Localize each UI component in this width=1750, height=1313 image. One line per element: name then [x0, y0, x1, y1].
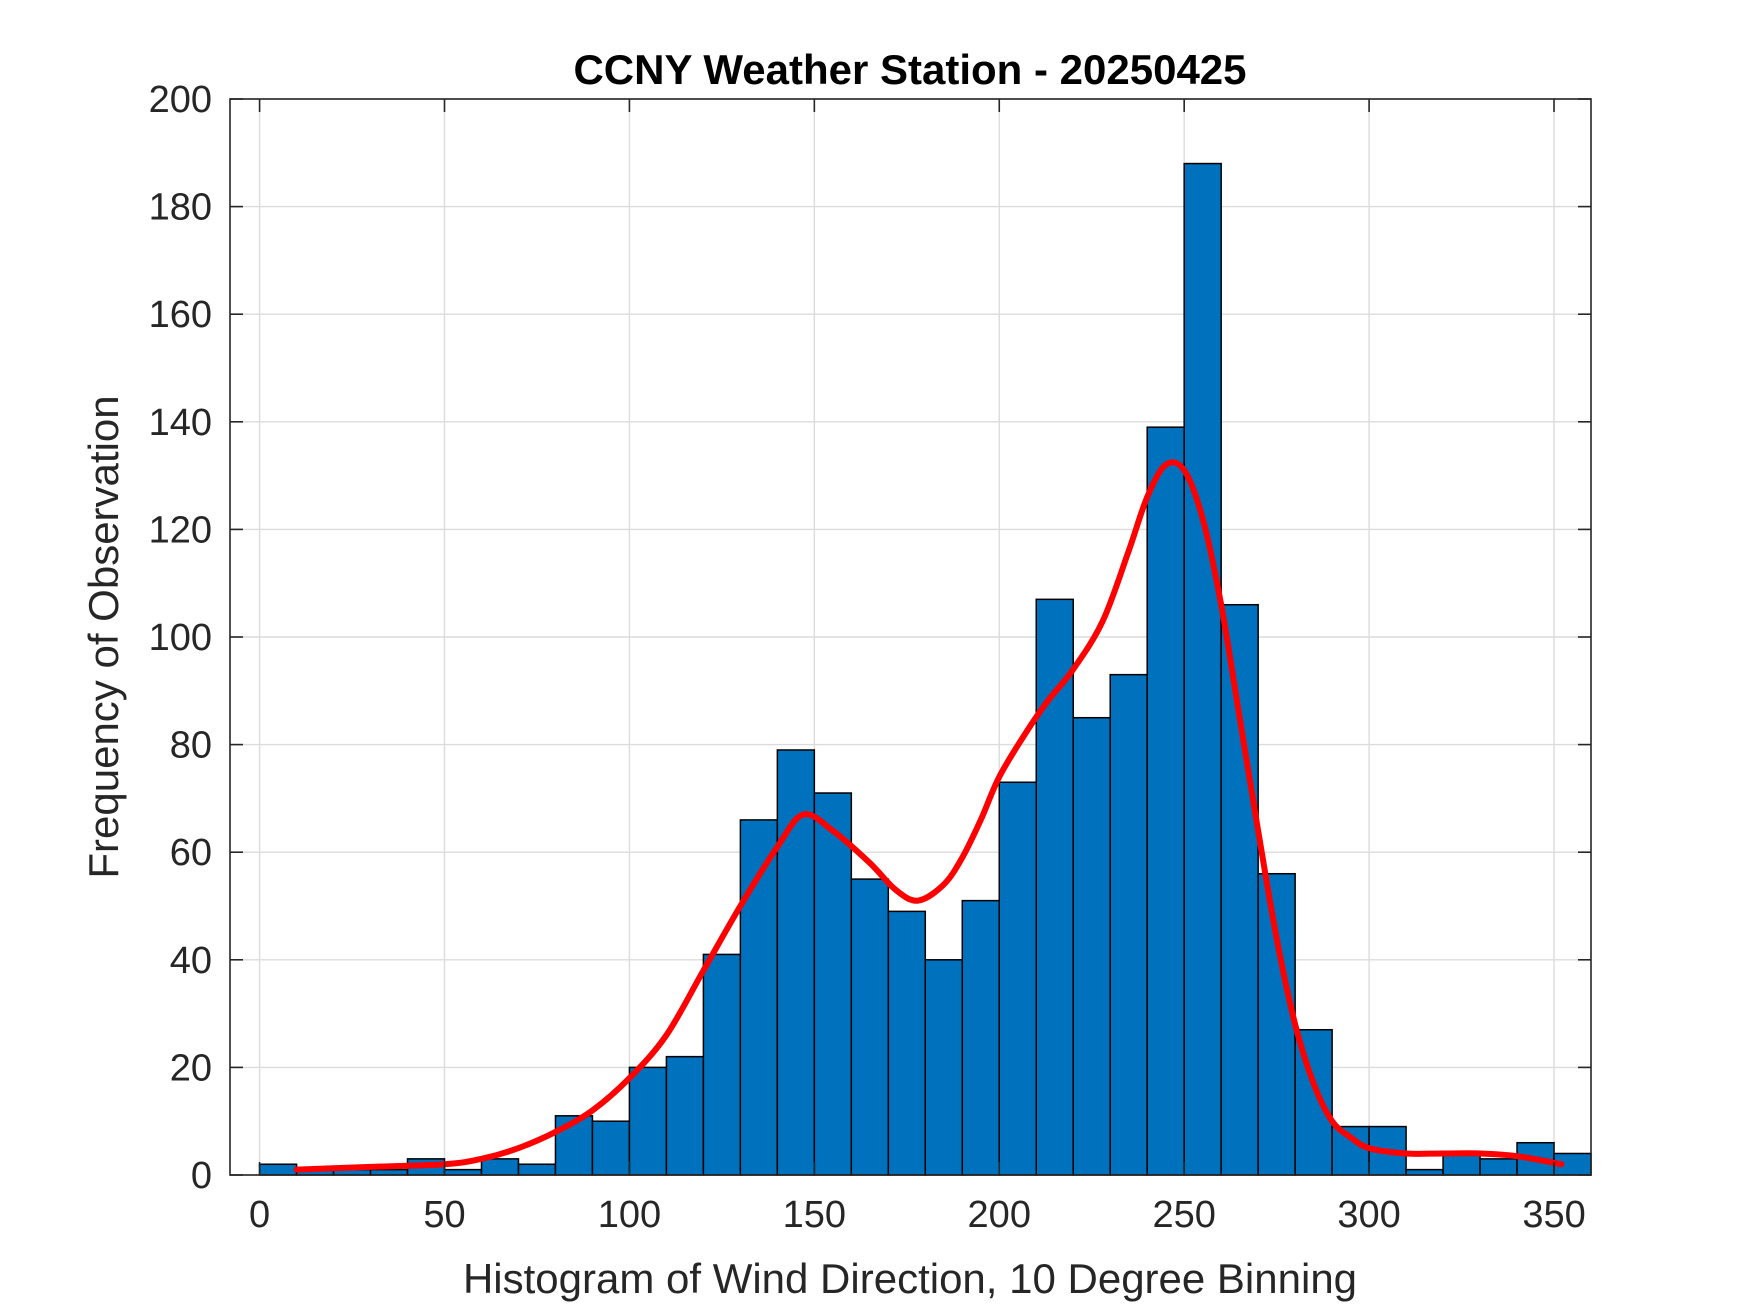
y-tick-label: 180	[149, 187, 212, 229]
y-tick-label: 0	[191, 1155, 212, 1197]
histogram-bar	[665, 1055, 705, 1176]
y-tick-label: 60	[170, 832, 212, 874]
y-tick-label: 80	[170, 725, 212, 767]
histogram-bar	[517, 1163, 557, 1176]
histogram-bar	[1035, 598, 1074, 1176]
x-tick-labels: 0 50 100 150 200 250 300 350	[249, 1194, 1586, 1236]
histogram-bar	[480, 1158, 520, 1176]
y-tick-label: 40	[170, 940, 212, 982]
y-tick-label: 100	[149, 617, 212, 659]
y-tick-label: 200	[149, 79, 212, 121]
histogram-bar	[1183, 162, 1222, 1176]
histogram-bar	[443, 1168, 483, 1176]
y-tick-label: 160	[149, 294, 212, 336]
histogram-bar	[591, 1120, 631, 1176]
density-fit	[293, 459, 1565, 1173]
x-tick-label: 50	[423, 1194, 465, 1236]
y-tick-label: 140	[149, 402, 212, 444]
x-tick-label: 200	[968, 1194, 1031, 1236]
histogram-bar	[702, 953, 742, 1176]
x-tick-label: 250	[1152, 1194, 1215, 1236]
histogram-bar	[258, 1163, 298, 1176]
histogram-bar	[1072, 716, 1111, 1176]
x-tick-label: 100	[598, 1194, 661, 1236]
histogram-bar	[369, 1168, 409, 1176]
x-tick-label: 350	[1522, 1194, 1585, 1236]
histogram-bar	[1220, 603, 1259, 1176]
histogram-bar	[628, 1066, 668, 1176]
histogram-bar	[1405, 1168, 1444, 1176]
x-axis-label: Histogram of Wind Direction, 10 Degree B…	[463, 1255, 1357, 1302]
y-tick-label: 20	[170, 1047, 212, 1089]
histogram-bar	[887, 910, 927, 1176]
histogram-bar	[1442, 1152, 1481, 1176]
histogram-bar	[1257, 872, 1296, 1176]
x-tick-label: 0	[249, 1194, 270, 1236]
histogram-bar	[961, 899, 1001, 1176]
chart-title: CCNY Weather Station - 20250425	[573, 46, 1246, 93]
x-tick-label: 300	[1337, 1194, 1400, 1236]
histogram-bar	[850, 878, 890, 1176]
density-fit-line	[293, 459, 1565, 1173]
histogram-bar	[1146, 426, 1185, 1176]
histogram-bar	[813, 792, 853, 1176]
histogram-bar	[924, 959, 964, 1176]
histogram-bar	[998, 781, 1037, 1176]
y-tick-label: 120	[149, 509, 212, 551]
x-tick-label: 150	[783, 1194, 846, 1236]
histogram-bar	[1109, 673, 1148, 1176]
axis-ticks	[230, 98, 1591, 1176]
histogram-bar	[1479, 1158, 1518, 1176]
y-axis-label: Frequency of Observation	[80, 395, 127, 878]
y-tick-labels: 0 20 40 60 80 100 120 140 160 180 200	[149, 79, 212, 1197]
